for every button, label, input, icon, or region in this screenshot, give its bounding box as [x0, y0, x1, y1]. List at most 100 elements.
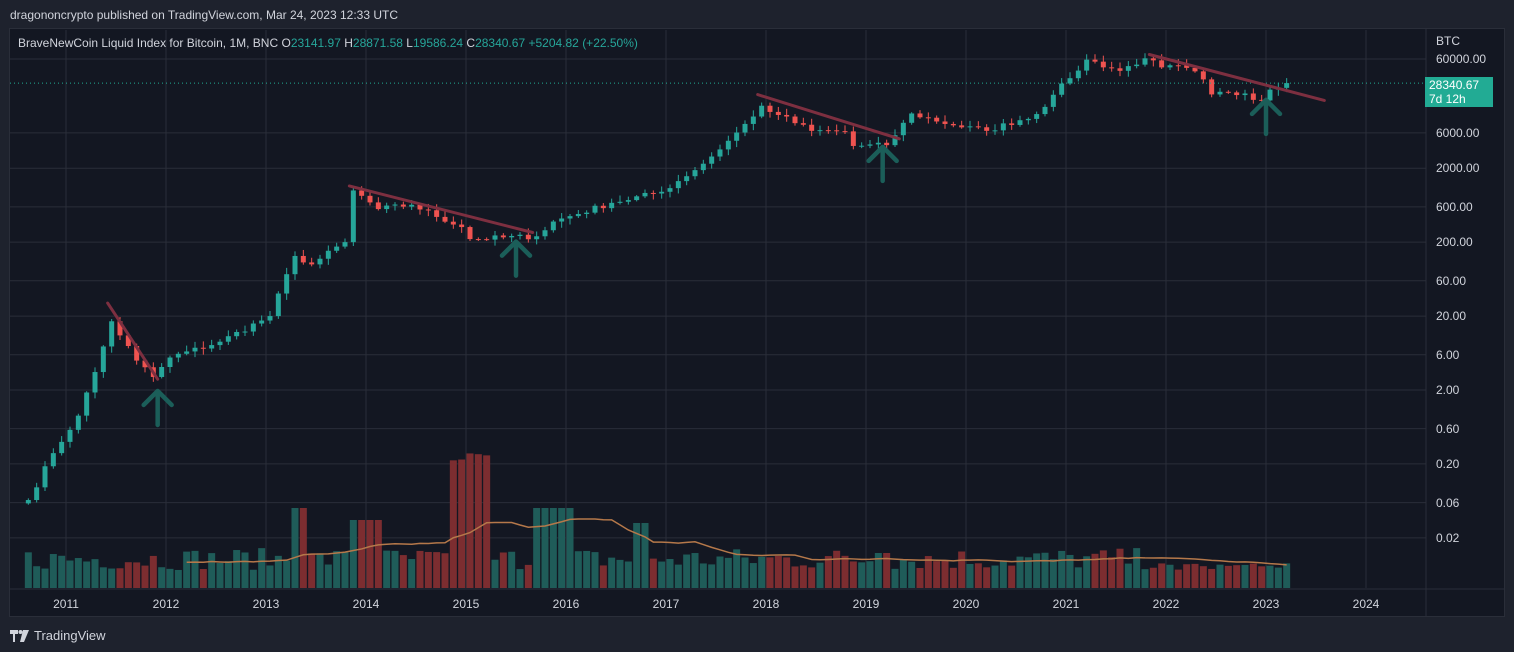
- candle-body: [1000, 123, 1006, 131]
- candle-body: [1267, 89, 1273, 101]
- up-arrow-annotation[interactable]: [499, 239, 533, 278]
- footer-brand: TradingView: [34, 628, 106, 643]
- volume-bar: [374, 520, 382, 588]
- candle: [1167, 63, 1173, 70]
- candle: [675, 174, 681, 194]
- candle-body: [500, 235, 506, 238]
- volume-bar: [691, 553, 699, 588]
- candle: [200, 341, 206, 355]
- volume-bar: [299, 508, 307, 588]
- candle-body: [584, 212, 590, 214]
- footer[interactable]: TradingView: [10, 628, 106, 643]
- volume-bar: [1033, 553, 1041, 588]
- candle-body: [167, 357, 173, 367]
- candle-body: [617, 201, 623, 203]
- candle-body: [1017, 120, 1023, 125]
- volume-bar: [1208, 568, 1216, 588]
- volume-bar: [258, 548, 266, 588]
- volume-bar: [474, 454, 482, 588]
- candle: [642, 189, 648, 199]
- candle: [334, 242, 340, 253]
- candle-body: [1059, 83, 1065, 95]
- close-label: C: [466, 36, 476, 50]
- volume-bar: [1249, 563, 1257, 588]
- downtrend-line[interactable]: [347, 184, 535, 235]
- candle-body: [375, 202, 381, 210]
- candle: [92, 367, 98, 399]
- candle: [600, 203, 606, 213]
- candle-body: [934, 117, 940, 122]
- downtrend-line[interactable]: [106, 301, 160, 381]
- downtrend-line[interactable]: [1147, 53, 1326, 102]
- volume-bar: [1149, 567, 1157, 588]
- volume-bar: [758, 556, 766, 588]
- volume-bar: [191, 550, 199, 588]
- volume-bar: [1266, 565, 1274, 588]
- candle: [1042, 104, 1048, 117]
- volume-bar: [358, 520, 366, 588]
- up-arrow-annotation[interactable]: [866, 144, 899, 184]
- volume-bar: [966, 563, 974, 588]
- volume-bar: [1124, 563, 1132, 588]
- volume-bar: [958, 551, 966, 588]
- candle-body: [550, 221, 556, 231]
- volume-bar: [341, 552, 349, 588]
- candle-body: [1025, 118, 1031, 121]
- volume-bar: [124, 562, 132, 588]
- volume-bar: [49, 554, 57, 588]
- candle-body: [225, 336, 231, 342]
- candle-body: [959, 125, 965, 128]
- volume-bar: [924, 556, 932, 588]
- candle: [759, 102, 765, 119]
- candle: [575, 210, 581, 219]
- volume-bar: [1008, 565, 1016, 588]
- volume-bar: [1066, 554, 1074, 588]
- volume-bar: [399, 555, 407, 588]
- candle: [1075, 65, 1081, 82]
- volume-bar: [1191, 563, 1199, 588]
- candle: [467, 225, 473, 242]
- change-value: +5204.82 (+22.50%): [528, 36, 638, 50]
- volume-bar: [891, 568, 899, 588]
- candle: [484, 237, 490, 241]
- candle: [684, 171, 690, 186]
- up-arrow-annotation[interactable]: [141, 388, 174, 428]
- up-arrow-annotation[interactable]: [1249, 97, 1283, 137]
- volume-bar: [391, 550, 399, 588]
- candle-body: [1159, 60, 1165, 68]
- candle: [934, 115, 940, 124]
- candle-body: [400, 204, 406, 207]
- candle-body: [259, 320, 265, 324]
- candle: [250, 320, 256, 336]
- candle-body: [925, 117, 931, 119]
- time-tick-label: 2012: [152, 597, 180, 611]
- candle-body: [217, 341, 223, 346]
- volume-bar: [633, 523, 641, 588]
- candle: [1134, 58, 1140, 69]
- candle: [792, 114, 798, 126]
- volume-bar: [558, 508, 566, 588]
- volume-bar: [366, 520, 374, 588]
- volume-bar: [383, 550, 391, 588]
- volume-bar: [608, 557, 616, 588]
- volume-bar: [841, 555, 849, 588]
- downtrend-line[interactable]: [756, 93, 901, 141]
- chart-panel[interactable]: [9, 28, 1505, 617]
- volume-bar: [666, 559, 674, 588]
- candle-body: [1042, 106, 1048, 115]
- candle: [1225, 90, 1231, 94]
- candle-body: [717, 149, 723, 157]
- candle-body: [1225, 91, 1231, 93]
- candle-body: [284, 274, 290, 294]
- volume-bar: [1099, 550, 1107, 588]
- candle-body: [200, 347, 206, 349]
- volume-bar: [91, 559, 99, 588]
- candle-body: [775, 111, 781, 115]
- volume-bar: [574, 551, 582, 588]
- volume-bar: [774, 556, 782, 588]
- volume-bar: [283, 560, 291, 588]
- candle-body: [459, 224, 465, 228]
- candle-body: [484, 239, 490, 241]
- candle-body: [917, 113, 923, 118]
